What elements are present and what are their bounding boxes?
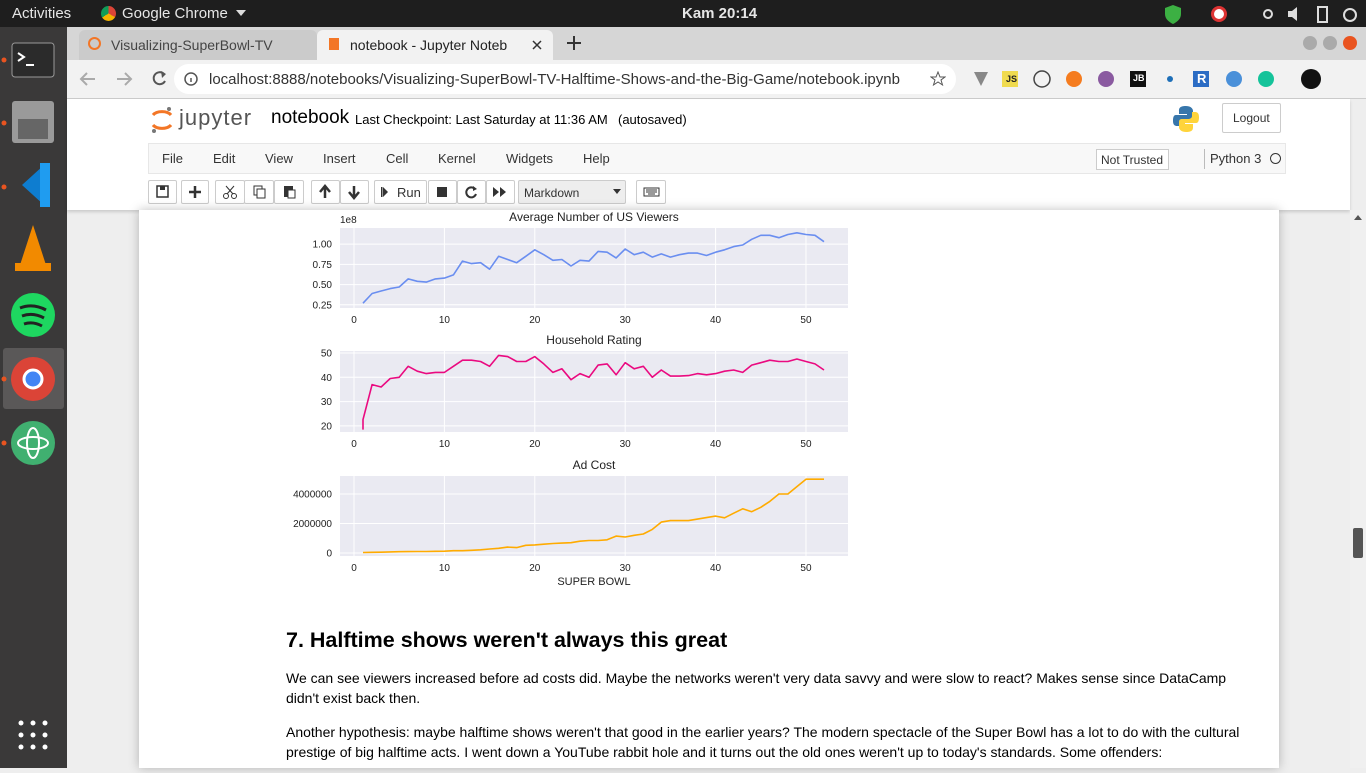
- paste-button[interactable]: [274, 180, 304, 204]
- activities[interactable]: Activities: [12, 5, 72, 22]
- menu-item[interactable]: Insert: [323, 151, 356, 166]
- icon: [223, 185, 237, 199]
- menu-item[interactable]: Widgets: [506, 151, 553, 166]
- icon: [381, 187, 388, 197]
- icon: [189, 186, 201, 198]
- kernel-name: Python 3: [1210, 151, 1262, 166]
- notebook-panel: 7. Halftime shows weren't always this gr…: [139, 210, 1279, 768]
- caret: [613, 189, 621, 194]
- tab-icon: [329, 38, 339, 50]
- autosave: (autosaved): [618, 112, 687, 127]
- clock[interactable]: Kam 20:14: [682, 5, 758, 22]
- nav-buttons[interactable]: [77, 69, 177, 89]
- dock: [0, 27, 67, 768]
- ext-label: JB: [1133, 73, 1145, 83]
- run-button[interactable]: Run: [374, 180, 427, 204]
- icon: [643, 187, 660, 197]
- window-controls[interactable]: [1302, 35, 1362, 51]
- star[interactable]: [930, 71, 946, 87]
- separator: [1204, 149, 1205, 169]
- cell-type-select[interactable]: Markdown: [518, 180, 626, 204]
- toolbar: localhost:8888/notebooks/Visualizing-Sup…: [67, 60, 1366, 99]
- url: localhost:8888/notebooks/Visualizing-Sup…: [209, 71, 900, 88]
- icon: [284, 186, 296, 199]
- restart-button[interactable]: [457, 180, 486, 204]
- extensions[interactable]: [972, 68, 1362, 90]
- logout-label: Logout: [1233, 111, 1270, 125]
- icon: [493, 187, 506, 197]
- cut-button[interactable]: [215, 180, 245, 204]
- scroll-up[interactable]: [1354, 214, 1362, 220]
- menu-item[interactable]: File: [162, 151, 183, 166]
- cell-heading: 7. Halftime shows weren't always this gr…: [286, 628, 728, 652]
- move-up[interactable]: [311, 180, 340, 204]
- icon: [253, 185, 266, 199]
- tab-close[interactable]: [532, 40, 542, 50]
- tab-icon: [88, 37, 101, 50]
- tab-title: notebook - Jupyter Noteb: [350, 37, 508, 53]
- app-menu[interactable]: Google Chrome: [122, 5, 228, 22]
- python-logo: [1173, 106, 1199, 132]
- cell-type: Markdown: [524, 186, 580, 200]
- cell-paragraph: Another hypothesis: maybe halftime shows…: [286, 724, 1240, 760]
- icon: [319, 184, 331, 198]
- icon: [437, 187, 447, 197]
- copy-button[interactable]: [244, 180, 274, 204]
- stop-button[interactable]: [428, 180, 457, 204]
- menu-item[interactable]: Help: [583, 151, 610, 166]
- jupyter-logo: [151, 107, 173, 133]
- menu-item[interactable]: Edit: [213, 151, 236, 166]
- chrome-icon: [101, 6, 116, 21]
- trust-label: Not Trusted: [1101, 153, 1164, 167]
- icon: [465, 186, 477, 199]
- insert-button[interactable]: [181, 180, 209, 204]
- save-button[interactable]: [148, 180, 177, 204]
- menu-item[interactable]: Cell: [386, 151, 409, 166]
- notebook-name[interactable]: notebook: [271, 107, 350, 128]
- tab[interactable]: Visualizing-SuperBowl-TV: [79, 30, 317, 60]
- icon: [348, 186, 360, 200]
- dropdown-arrow: [236, 10, 246, 16]
- kernel-indicator: [1270, 153, 1281, 164]
- logout-button[interactable]: Logout: [1222, 103, 1281, 133]
- tab-strip: Visualizing-SuperBowl-TV notebook - Jupy…: [67, 27, 1366, 60]
- ext-label: R: [1197, 71, 1207, 86]
- scrollbar: [1350, 210, 1366, 768]
- top-bar: Activities Google Chrome Kam 20:14: [0, 0, 1366, 27]
- ext-label: JS: [1006, 74, 1018, 84]
- command-palette[interactable]: [636, 180, 666, 204]
- tab-title: Visualizing-SuperBowl-TV: [111, 37, 273, 53]
- scroll-thumb[interactable]: [1353, 528, 1363, 558]
- trust-button[interactable]: Not Trusted: [1096, 149, 1169, 170]
- run-label: Run: [397, 185, 421, 200]
- new-tab[interactable]: [567, 36, 581, 50]
- logo-text: jupyter: [179, 105, 253, 130]
- dock-icons: [1, 42, 64, 750]
- restart-run-all[interactable]: [486, 180, 515, 204]
- menu-item[interactable]: Kernel: [438, 151, 476, 166]
- status-icons: [1165, 5, 1357, 24]
- menu-item[interactable]: View: [265, 151, 293, 166]
- menubar: Not Trusted Python 3: [148, 143, 1286, 174]
- icon: [156, 185, 169, 198]
- checkpoint: Last Checkpoint: Last Saturday at 11:36 …: [355, 112, 608, 127]
- move-down[interactable]: [340, 180, 369, 204]
- info-icon: [184, 72, 198, 86]
- tab-active[interactable]: notebook - Jupyter Noteb: [317, 30, 553, 60]
- cell-paragraph: We can see viewers increased before ad c…: [286, 670, 1227, 706]
- omnibox[interactable]: localhost:8888/notebooks/Visualizing-Sup…: [174, 64, 956, 94]
